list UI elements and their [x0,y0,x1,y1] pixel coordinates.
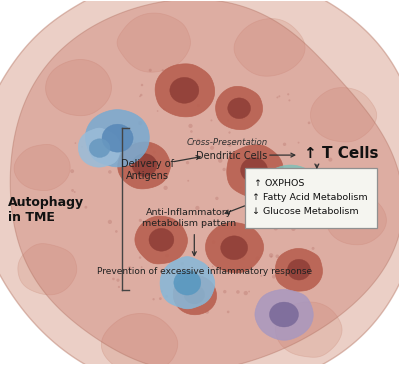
Circle shape [163,108,166,110]
Text: ↑ Fatty Acid Metabolism: ↑ Fatty Acid Metabolism [252,193,368,202]
Circle shape [291,227,296,231]
Circle shape [288,269,292,272]
Circle shape [255,256,260,261]
Circle shape [236,269,240,273]
Circle shape [139,256,141,259]
Circle shape [222,142,225,145]
Circle shape [272,208,275,211]
Circle shape [278,218,280,220]
Circle shape [223,290,226,293]
Circle shape [227,311,230,313]
Circle shape [298,142,300,143]
Circle shape [108,220,112,224]
Circle shape [141,266,142,268]
Text: Dendritic Cells: Dendritic Cells [196,151,267,161]
Circle shape [122,167,124,169]
Polygon shape [160,257,215,309]
Circle shape [218,158,222,163]
Circle shape [272,275,276,278]
Circle shape [149,145,153,149]
Text: Prevention of excessive inflammatory response: Prevention of excessive inflammatory res… [97,267,312,276]
Circle shape [168,270,172,273]
Polygon shape [135,216,188,264]
Circle shape [242,103,246,107]
Circle shape [74,191,76,193]
Polygon shape [86,110,149,167]
Ellipse shape [149,228,174,251]
Circle shape [318,180,322,184]
Circle shape [192,280,194,283]
Circle shape [249,211,253,215]
Circle shape [149,69,152,72]
Circle shape [260,275,262,277]
Circle shape [187,180,189,182]
Circle shape [276,96,278,98]
Circle shape [116,278,120,282]
Circle shape [266,206,270,210]
Circle shape [227,119,229,122]
Circle shape [196,139,200,142]
Circle shape [270,255,272,258]
Polygon shape [101,314,178,365]
Polygon shape [118,142,170,189]
Circle shape [242,113,244,115]
Ellipse shape [184,285,205,304]
Circle shape [202,221,206,226]
Circle shape [210,119,212,122]
Circle shape [188,124,193,128]
Polygon shape [206,223,264,273]
Circle shape [146,146,148,149]
Circle shape [139,96,141,97]
Circle shape [153,150,156,154]
Circle shape [332,203,335,206]
Circle shape [275,189,277,191]
Circle shape [71,189,74,192]
Circle shape [112,278,115,280]
Circle shape [242,257,246,260]
Circle shape [242,116,246,120]
Circle shape [256,261,258,263]
Polygon shape [155,64,215,117]
Circle shape [276,254,279,258]
Circle shape [115,230,118,233]
Polygon shape [310,88,377,142]
Circle shape [287,93,289,95]
Circle shape [328,158,332,162]
Circle shape [138,121,142,125]
Polygon shape [275,302,342,357]
Circle shape [212,266,214,267]
Text: ↓ Glucose Metabolism: ↓ Glucose Metabolism [252,207,359,216]
Circle shape [180,269,182,272]
Circle shape [199,287,202,289]
Circle shape [74,142,76,144]
Circle shape [269,253,273,258]
Text: ↑ OXPHOS: ↑ OXPHOS [254,179,304,188]
Text: Delivery of
Antigens: Delivery of Antigens [121,159,174,181]
Polygon shape [78,128,120,167]
Circle shape [139,219,142,222]
Polygon shape [117,13,190,72]
Circle shape [248,291,250,292]
Circle shape [159,297,162,300]
Circle shape [197,104,200,107]
Circle shape [212,240,216,244]
Ellipse shape [132,154,157,176]
Circle shape [118,286,120,288]
Circle shape [116,163,119,166]
Circle shape [186,161,189,164]
Circle shape [108,170,112,174]
Circle shape [234,140,237,143]
Circle shape [127,137,129,139]
Polygon shape [256,165,323,225]
Text: ↑ T Cells: ↑ T Cells [304,146,378,161]
Text: Autophagy
in TME: Autophagy in TME [8,196,84,224]
Circle shape [236,290,240,294]
FancyBboxPatch shape [245,168,377,228]
Circle shape [308,122,310,124]
Ellipse shape [102,124,133,152]
Circle shape [267,168,269,170]
Ellipse shape [288,259,310,280]
Text: Anti-Inflammatory
metabolism pattern: Anti-Inflammatory metabolism pattern [142,208,236,227]
Circle shape [114,138,115,139]
